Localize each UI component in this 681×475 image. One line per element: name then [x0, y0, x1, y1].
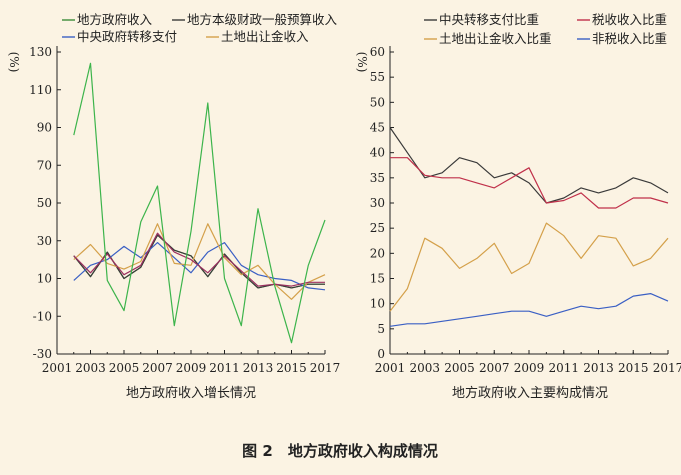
right-y-tick-label: 60	[370, 45, 385, 59]
right-y-tick-label: 0	[377, 347, 385, 361]
right-x-tick-label: 2011	[548, 361, 579, 375]
left-series-line-4	[73, 232, 325, 287]
right-legend-label: 中央转移支付比重	[439, 12, 539, 27]
right-y-unit-label: (%)	[355, 52, 369, 73]
right-y-tick-label: 35	[370, 171, 385, 185]
left-x-tick-label: 2015	[276, 361, 307, 375]
right-x-tick-label: 2013	[583, 361, 614, 375]
right-legend-label: 税收收入比重	[592, 12, 667, 27]
left-x-tick-label: 2009	[176, 361, 207, 375]
right-y-tick-label: 5	[377, 322, 385, 336]
left-y-tick-label: -30	[33, 347, 52, 361]
right-x-tick-label: 2017	[653, 361, 681, 375]
left-x-tick-label: 2001	[42, 361, 73, 375]
right-y-tick-label: 45	[370, 121, 385, 135]
left-legend-label: 中央政府转移支付	[77, 29, 177, 44]
left-y-tick-label: -10	[33, 309, 52, 323]
left-x-tick-label: 2013	[243, 361, 274, 375]
left-x-caption: 地方政府收入增长情况	[126, 385, 256, 401]
right-y-tick-label: 10	[370, 297, 385, 311]
left-legend-label: 地方政府收入	[77, 12, 153, 27]
left-y-unit-label: (%)	[7, 52, 21, 73]
right-y-tick-label: 40	[370, 146, 385, 160]
right-y-tick-label: 50	[370, 95, 385, 109]
left-y-tick-label: 130	[29, 45, 52, 59]
left-legend-label: 土地出让金收入	[221, 29, 309, 44]
left-series-line-5	[73, 62, 326, 344]
right-series-line-1	[390, 157, 669, 209]
right-series-line-2	[389, 222, 669, 312]
right-y-tick-label: 30	[370, 196, 385, 210]
left-y-tick-label: 110	[29, 83, 52, 97]
left-x-tick-label: 2017	[310, 361, 341, 375]
right-x-tick-label: 2007	[479, 361, 510, 375]
left-y-tick-label: 50	[37, 196, 52, 210]
right-y-tick-label: 20	[370, 246, 385, 260]
left-x-tick-label: 2007	[142, 361, 173, 375]
right-series-line-0	[389, 127, 669, 204]
left-x-tick-label: 2003	[75, 361, 106, 375]
right-x-tick-label: 2005	[444, 361, 475, 375]
right-x-tick-label: 2015	[618, 361, 649, 375]
figure-title: 图 2 地方政府收入构成情况	[242, 442, 438, 460]
right-x-tick-label: 2003	[409, 361, 440, 375]
right-legend-label: 非税收入比重	[592, 31, 667, 46]
left-y-tick-label: 10	[37, 272, 52, 286]
right-x-caption: 地方政府收入主要构成情况	[452, 385, 608, 401]
left-y-tick-label: 30	[37, 234, 52, 248]
right-x-tick-label: 2001	[375, 361, 406, 375]
left-legend-label: 地方本级财政一般预算收入	[187, 12, 338, 27]
left-x-tick-label: 2005	[109, 361, 140, 375]
right-legend-label: 土地出让金收入比重	[439, 31, 552, 46]
left-x-tick-label: 2011	[209, 361, 240, 375]
right-chart: 0 5 10 15 20 25 30 35 40 45 50 55 60 2001 2003 2005 2007…	[355, 12, 681, 401]
right-x-tick-label: 2009	[514, 361, 545, 375]
right-y-tick-label: 15	[370, 272, 385, 286]
left-y-tick-label: 70	[37, 158, 52, 172]
right-y-tick-label: 25	[370, 221, 385, 235]
left-y-tick-label: 90	[37, 121, 52, 135]
right-y-tick-label: 55	[370, 70, 385, 84]
left-series-line-3	[73, 223, 326, 300]
left-series-line-2	[73, 242, 326, 291]
right-series-line-3	[389, 293, 669, 327]
